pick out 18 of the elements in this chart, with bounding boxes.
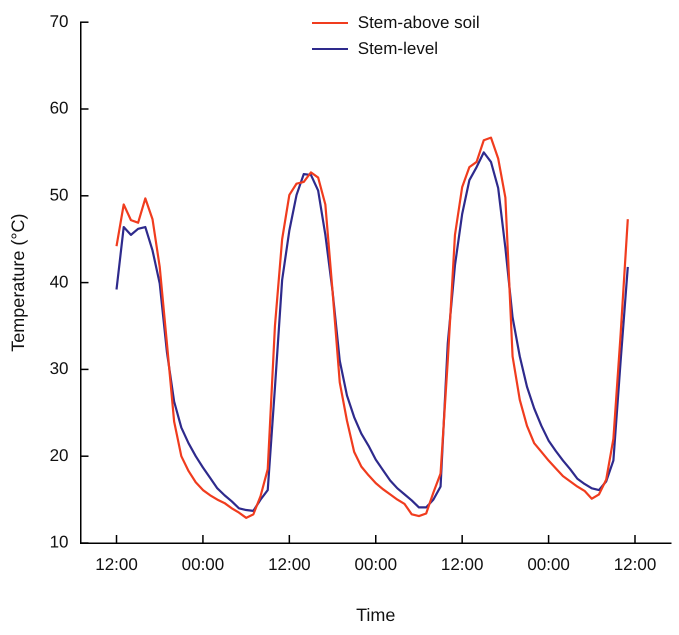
x-tick-label: 12:00 (614, 554, 656, 574)
x-tick-label: 00:00 (527, 554, 570, 574)
y-tick-label: 20 (50, 446, 69, 465)
y-tick-label: 40 (50, 272, 69, 292)
y-tick-label: 10 (50, 532, 69, 552)
x-axis-title: Time (356, 605, 396, 626)
y-axis-title: Temperature (°C) (8, 213, 28, 352)
y-tick-label: 70 (50, 12, 69, 31)
x-tick-label: 12:00 (95, 554, 138, 574)
y-tick-label: 60 (50, 98, 69, 118)
x-tick-label: 12:00 (268, 554, 311, 574)
y-tick-label: 30 (50, 359, 69, 378)
x-tick-label: 00:00 (354, 554, 398, 574)
legend-label: Stem-level (358, 38, 438, 60)
x-tick-label: 12:00 (440, 554, 484, 574)
y-tick-label: 50 (50, 185, 69, 204)
x-tick-label: 00:00 (182, 554, 224, 574)
legend-label: Stem-above soil (358, 12, 480, 34)
